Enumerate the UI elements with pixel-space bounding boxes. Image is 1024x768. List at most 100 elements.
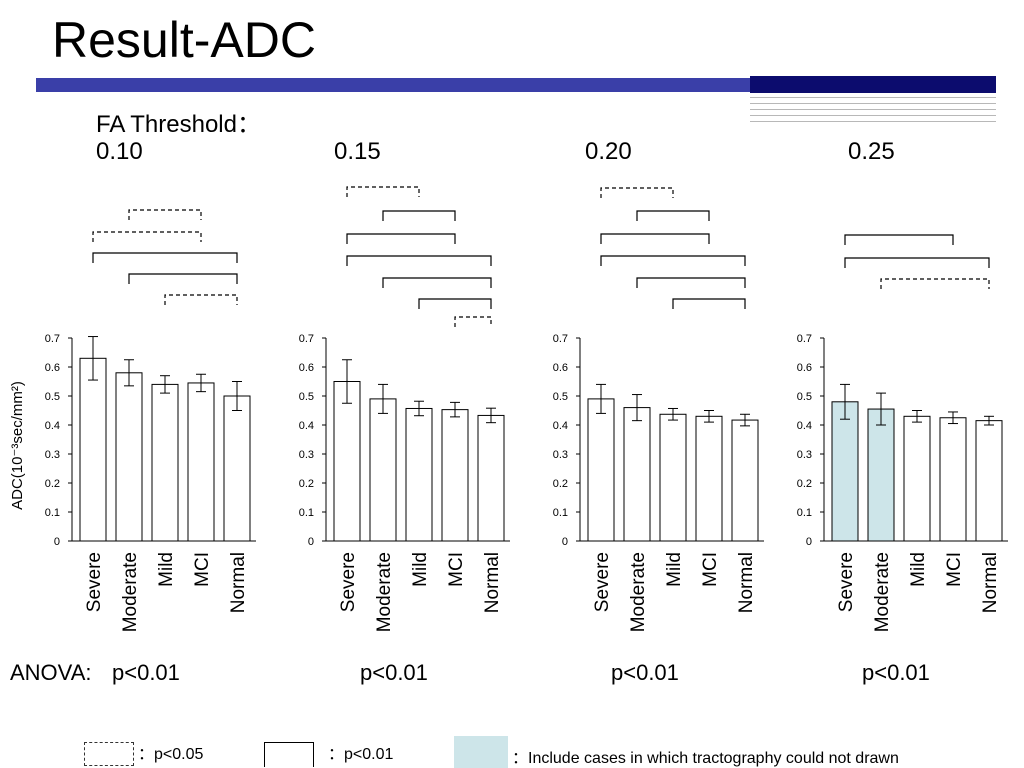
significance-bracket-0-0 xyxy=(128,209,202,220)
bar-3-4 xyxy=(975,420,1003,542)
bar-3-2 xyxy=(903,415,931,542)
category-label-2-0: Severe xyxy=(592,552,613,612)
category-label-0-3: MCI xyxy=(192,552,213,587)
significance-bracket-0-1 xyxy=(92,231,202,242)
y-tick-label-1-2: 0.2 xyxy=(299,478,314,490)
category-label-2-3: MCI xyxy=(700,552,721,587)
significance-bracket-1-0 xyxy=(346,186,420,197)
y-tick-label-0-1: 0.1 xyxy=(45,507,60,519)
category-label-3-0: Severe xyxy=(836,552,857,612)
category-label-0-4: Normal xyxy=(228,552,249,613)
significance-bracket-3-1 xyxy=(844,257,990,268)
y-tick-label-3-1: 0.1 xyxy=(797,507,812,519)
significance-bracket-2-1 xyxy=(636,210,710,221)
fa-threshold-label: FA Threshold： xyxy=(96,111,261,138)
y-tick-label-0-6: 0.6 xyxy=(45,362,60,374)
significance-bracket-0-3 xyxy=(128,273,238,284)
significance-bracket-1-2 xyxy=(346,233,456,244)
anova-label: ANOVA: xyxy=(10,660,92,685)
p-value-3: p<0.01 xyxy=(862,660,930,685)
category-label-3-2: Mild xyxy=(908,552,929,587)
bar-3-1 xyxy=(867,408,895,542)
bar-2-4 xyxy=(731,419,759,542)
significance-bracket-3-0 xyxy=(844,234,954,245)
y-tick-label-2-2: 0.2 xyxy=(553,478,568,490)
legend-solid-bracket xyxy=(264,742,314,767)
significance-bracket-0-2 xyxy=(92,252,238,263)
y-tick-label-1-5: 0.5 xyxy=(299,391,314,403)
bar-2-0 xyxy=(587,398,615,542)
page-title: Result-ADC xyxy=(52,12,316,68)
y-tick-label-1-4: 0.4 xyxy=(299,420,314,432)
bar-1-1 xyxy=(369,398,397,542)
p-value-1: p<0.01 xyxy=(360,660,428,685)
p-value-0: p<0.01 xyxy=(112,660,180,685)
y-tick-label-2-7: 0.7 xyxy=(553,333,568,345)
category-label-3-4: Normal xyxy=(980,552,1001,613)
threshold-3: 0.25 xyxy=(848,138,895,165)
significance-bracket-0-4 xyxy=(164,294,238,305)
y-tick-label-2-3: 0.3 xyxy=(553,449,568,461)
significance-bracket-1-3 xyxy=(346,255,492,266)
category-label-2-4: Normal xyxy=(736,552,757,613)
bar-2-2 xyxy=(659,413,687,542)
category-label-3-1: Moderate xyxy=(872,552,893,632)
y-tick-label-0-5: 0.5 xyxy=(45,391,60,403)
bar-2-1 xyxy=(623,407,651,542)
significance-bracket-2-5 xyxy=(672,298,746,309)
category-label-2-2: Mild xyxy=(664,552,685,587)
decorative-stripes xyxy=(750,97,996,127)
bar-0-3 xyxy=(187,382,215,542)
category-label-1-2: Mild xyxy=(410,552,431,587)
legend-dashed-bracket xyxy=(84,742,134,766)
legend-shaded-swatch xyxy=(454,736,508,768)
category-label-1-3: MCI xyxy=(446,552,467,587)
bar-1-4 xyxy=(477,414,505,542)
threshold-0: 0.10 xyxy=(96,138,143,165)
y-tick-label-2-4: 0.4 xyxy=(553,420,568,432)
bar-3-3 xyxy=(939,417,967,542)
y-tick-label-2-1: 0.1 xyxy=(553,507,568,519)
category-label-0-1: Moderate xyxy=(120,552,141,632)
y-tick-label-3-0: 0 xyxy=(806,536,812,548)
significance-bracket-1-5 xyxy=(418,298,492,309)
y-tick-label-0-4: 0.4 xyxy=(45,420,60,432)
y-tick-label-1-7: 0.7 xyxy=(299,333,314,345)
bar-3-0 xyxy=(831,401,859,542)
y-tick-label-3-3: 0.3 xyxy=(797,449,812,461)
y-tick-label-3-2: 0.2 xyxy=(797,478,812,490)
significance-bracket-2-3 xyxy=(600,255,746,266)
significance-bracket-2-4 xyxy=(636,277,746,288)
bar-1-3 xyxy=(441,409,469,542)
y-tick-label-0-0: 0 xyxy=(54,536,60,548)
y-tick-label-0-2: 0.2 xyxy=(45,478,60,490)
y-tick-label-1-6: 0.6 xyxy=(299,362,314,374)
bar-0-0 xyxy=(79,357,107,542)
y-axis-label: ADC(10⁻³sec/mm²) xyxy=(9,381,26,510)
bar-0-4 xyxy=(223,395,251,542)
y-tick-label-1-0: 0 xyxy=(308,536,314,548)
legend-dashed-label: ：p<0.05 xyxy=(138,746,204,763)
category-label-2-1: Moderate xyxy=(628,552,649,632)
legend-shaded-label: ：Include cases in which tractography cou… xyxy=(512,750,899,767)
bar-1-2 xyxy=(405,407,433,542)
significance-bracket-1-6 xyxy=(454,316,492,327)
y-tick-label-2-5: 0.5 xyxy=(553,391,568,403)
category-label-1-1: Moderate xyxy=(374,552,395,632)
p-value-2: p<0.01 xyxy=(611,660,679,685)
y-tick-label-3-7: 0.7 xyxy=(797,333,812,345)
title-band xyxy=(36,78,750,92)
bar-1-0 xyxy=(333,381,361,542)
category-label-0-2: Mild xyxy=(156,552,177,587)
significance-bracket-2-2 xyxy=(600,233,710,244)
y-tick-label-3-6: 0.6 xyxy=(797,362,812,374)
y-tick-label-0-3: 0.3 xyxy=(45,449,60,461)
category-label-3-3: MCI xyxy=(944,552,965,587)
legend-solid-label: ：p<0.01 xyxy=(328,746,394,763)
y-tick-label-3-4: 0.4 xyxy=(797,420,812,432)
y-tick-label-1-1: 0.1 xyxy=(299,507,314,519)
y-tick-label-1-3: 0.3 xyxy=(299,449,314,461)
significance-bracket-2-0 xyxy=(600,187,674,198)
bar-2-3 xyxy=(695,415,723,542)
